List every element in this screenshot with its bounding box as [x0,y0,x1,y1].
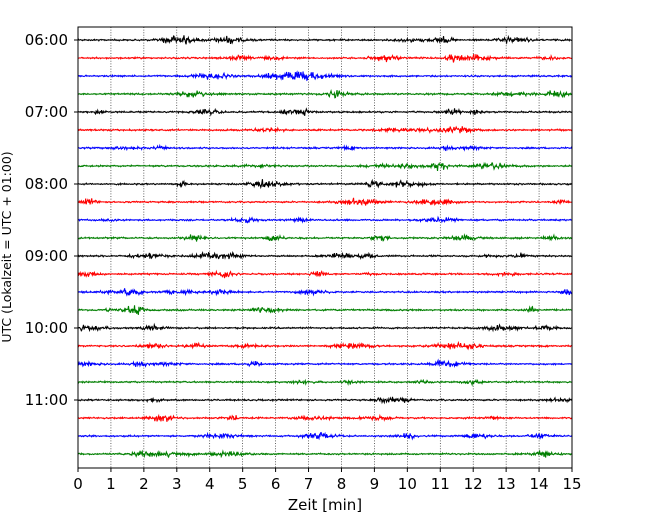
trace-line [77,358,573,368]
x-tick-label: 8 [337,475,347,493]
trace-line [77,305,573,315]
trace-line [77,396,573,405]
trace-line [78,215,573,224]
trace-line [77,107,573,117]
x-tick-label: 9 [370,475,380,493]
y-tick-label: 07:00 [25,103,68,121]
trace-line [77,161,573,172]
trace-line [77,34,573,45]
seismic-traces [77,34,573,459]
trace-line [77,125,573,134]
x-tick-label: 15 [562,475,581,493]
y-axis-ticks: 06:00 07:00 08:00 09:00 10:00 11:00 [25,31,78,409]
trace-line [77,413,573,422]
x-tick-label: 11 [431,475,450,493]
trace-line [77,233,573,242]
trace-line [77,143,573,152]
x-tick-label: 14 [530,475,549,493]
y-tick-label: 06:00 [25,31,68,49]
trace-line [77,431,573,441]
y-axis-label: UTC (Lokalzeit = UTC + 01:00) [0,151,14,342]
trace-line [77,378,573,387]
y-tick-label: 08:00 [25,175,68,193]
x-tick-label: 0 [73,475,83,493]
x-tick-label: 3 [172,475,182,493]
trace-line [77,322,573,333]
x-tick-label: 12 [464,475,483,493]
x-tick-label: 5 [238,475,248,493]
x-tick-label: 10 [398,475,417,493]
x-tick-label: 1 [106,475,116,493]
y-tick-label: 10:00 [25,319,68,337]
trace-line [77,88,573,99]
trace-line [77,53,573,63]
plot-frame [77,26,573,469]
trace-line [77,70,573,82]
x-tick-label: 13 [497,475,516,493]
x-tick-label: 6 [271,475,281,493]
trace-line [77,340,573,351]
trace-line [77,251,573,260]
trace-line [77,197,573,206]
y-tick-label: 09:00 [25,247,68,265]
grid-lines [110,27,540,468]
trace-line [77,449,573,459]
trace-line [77,269,573,279]
y-tick-label: 11:00 [25,391,68,409]
x-axis-ticks: 0 1 2 3 4 5 6 7 8 9 10 11 12 13 14 15 [73,468,582,493]
x-axis-label: Zeit [min] [288,496,362,514]
trace-line [77,288,573,297]
trace-line [77,178,573,190]
x-tick-label: 7 [304,475,314,493]
x-tick-label: 2 [139,475,149,493]
x-tick-label: 4 [205,475,215,493]
